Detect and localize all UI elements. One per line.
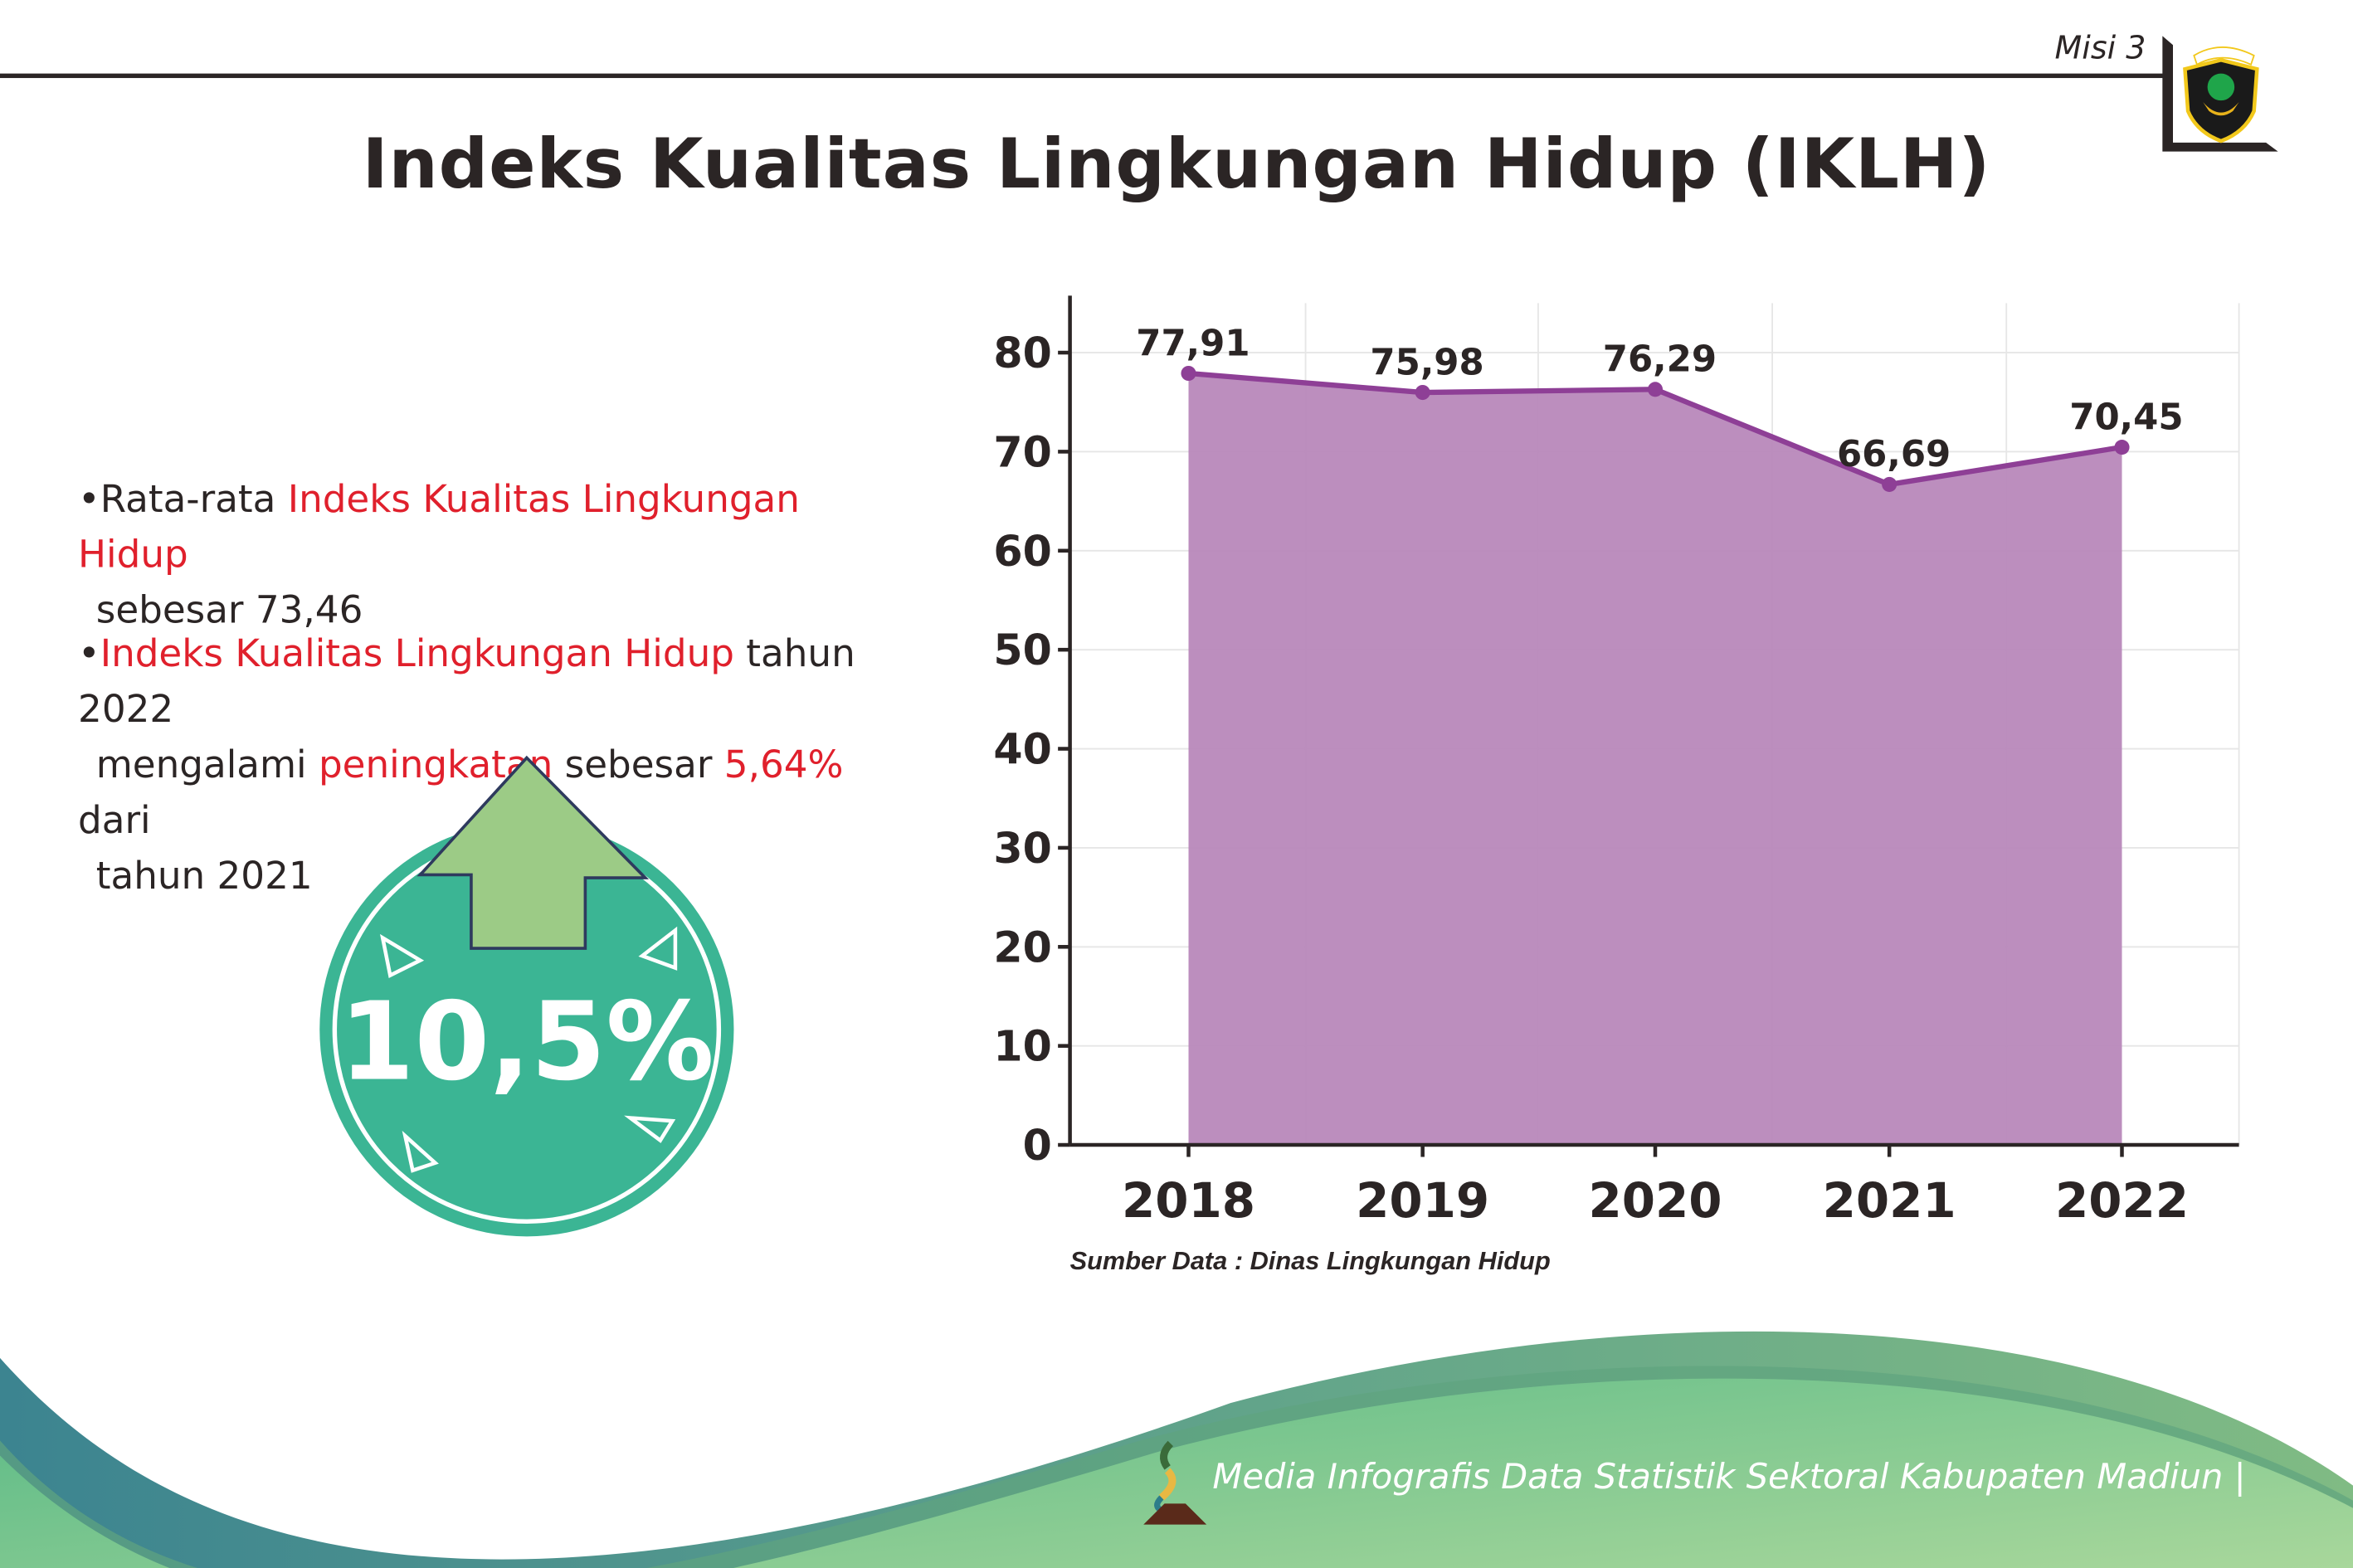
y-tick-label: 70 — [993, 428, 1051, 477]
bullet-average: •Rata-rata Indeks Kualitas Lingkungan Hi… — [78, 477, 800, 632]
area-fill — [1188, 373, 2122, 1146]
data-label: 75,98 — [1370, 342, 1483, 383]
y-tick-label: 80 — [993, 329, 1051, 377]
data-label: 77,91 — [1136, 323, 1250, 364]
data-label: 66,69 — [1837, 434, 1951, 475]
y-tick-label: 50 — [993, 626, 1051, 674]
x-tick-label: 2018 — [1122, 1172, 1255, 1229]
data-point — [1882, 476, 1898, 492]
x-tick-label: 2020 — [1588, 1172, 1722, 1229]
header-rule — [0, 73, 2169, 79]
data-source: Sumber Data : Dinas Lingkungan Hidup — [1069, 1247, 1551, 1276]
data-point — [2114, 440, 2130, 455]
x-tick-label: 2021 — [1823, 1172, 1956, 1229]
data-point — [1647, 382, 1664, 397]
arrow-up-icon — [417, 755, 650, 950]
kabupaten-madiun-logo — [2162, 36, 2278, 152]
data-point — [1415, 384, 1430, 401]
x-tick-label: 2019 — [1356, 1172, 1489, 1229]
growth-badge — [319, 755, 734, 1237]
data-point — [1181, 365, 1196, 382]
page-title: Indeks Kualitas Lingkungan Hidup (IKLH) — [362, 123, 1991, 204]
y-tick-label: 30 — [993, 824, 1051, 873]
data-label: 76,29 — [1603, 339, 1717, 381]
y-tick-label: 60 — [993, 527, 1051, 576]
x-tick-label: 2022 — [2055, 1172, 2189, 1229]
y-tick-label: 10 — [993, 1022, 1051, 1071]
y-tick-label: 40 — [993, 725, 1051, 774]
data-label: 70,45 — [2069, 397, 2183, 438]
growth-value: 10,5% — [339, 978, 714, 1105]
mission-label: Misi 3 — [2054, 30, 2146, 66]
figure-logo-icon — [1143, 1440, 1207, 1525]
bullet-increase: •Indeks Kualitas Lingkungan Hidup tahun … — [78, 631, 855, 898]
y-tick-label: 20 — [993, 923, 1051, 971]
y-tick-label: 0 — [1023, 1121, 1052, 1170]
footer-caption: Media Infografis Data Statistik Sektoral… — [1212, 1458, 2246, 1498]
